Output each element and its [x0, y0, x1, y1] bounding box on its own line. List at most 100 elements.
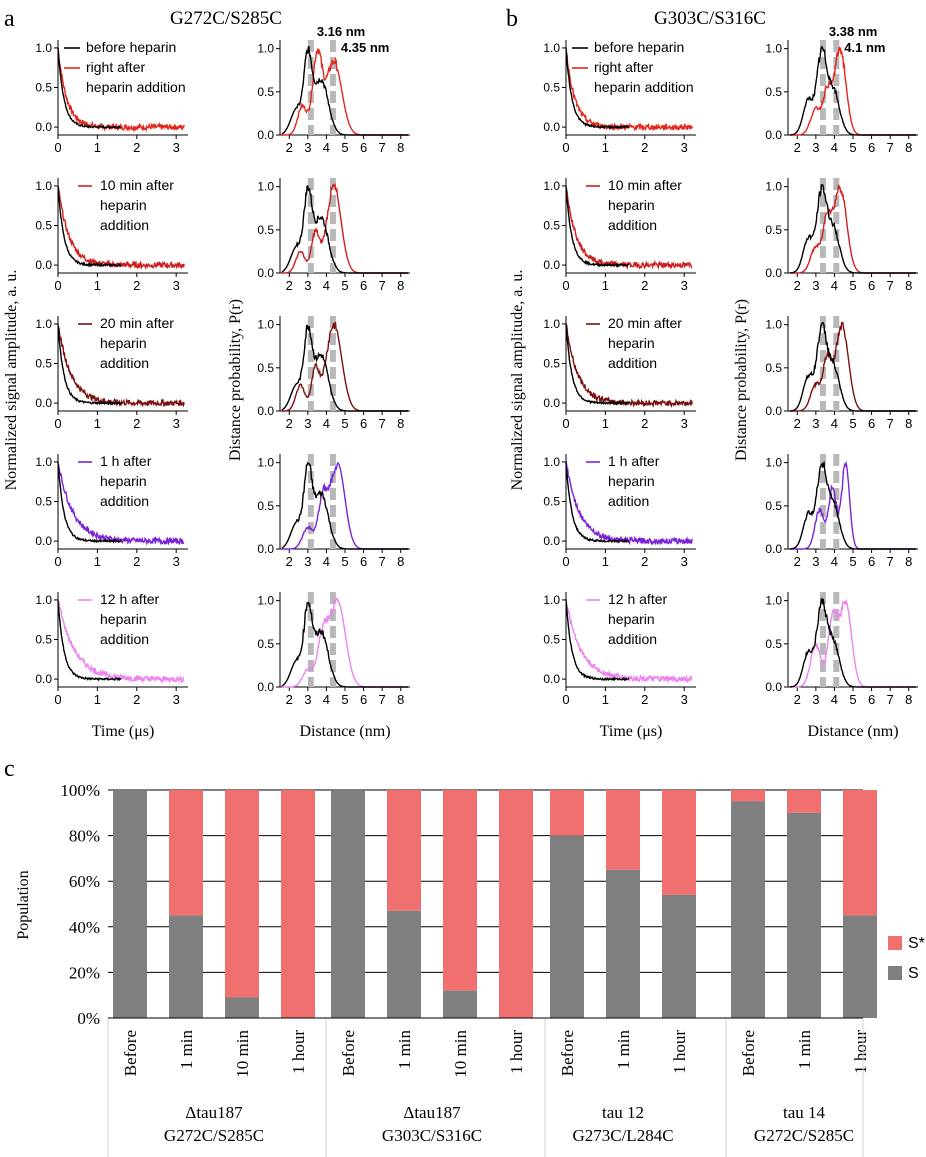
a-row5-before-trace [57, 600, 122, 682]
b-row1-distance-x-tick-label: 6 [868, 140, 875, 155]
b-row4-distance-panel: 0.0 0.5 1.0 2 3 4 5 6 7 8 [765, 454, 918, 569]
b-row3-signal-x-tick-label: 0 [562, 416, 569, 431]
a-row5-signal-x-tick-label: 2 [133, 692, 140, 707]
a-row4-distance-y-tick-label: 0.0 [257, 542, 274, 556]
a-row2-distance-x-tick-label: 3 [304, 278, 311, 293]
a-row2-before-trace [57, 185, 122, 268]
a-row4-after-trace [57, 464, 185, 546]
b-row2-distance-x-tick-label: 6 [868, 278, 875, 293]
a-row3-distance-y-tick-label: 0.5 [257, 361, 274, 375]
b-row3-distance-x-tick-label: 5 [849, 416, 856, 431]
b-row2-legend-label: heparin [608, 197, 655, 213]
a-row1-signal-y-tick-label: 0.0 [35, 120, 52, 134]
b-row2-after-trace [565, 187, 693, 271]
bar-s [550, 835, 584, 1018]
panel-letter-a: a [4, 6, 15, 32]
a-row1-before-distribution [281, 46, 409, 136]
b-row4-distance-y-tick-label: 0.5 [765, 499, 782, 513]
a-row1-distance-x-tick-label: 4 [323, 140, 330, 155]
b-row4-distance-x-tick-label: 4 [831, 554, 838, 569]
category-label: 1 min [177, 1030, 196, 1070]
category-label: Before [558, 1030, 577, 1076]
a-row4-legend-label: heparin [100, 473, 147, 489]
b-row1-legend-label: heparin addition [594, 79, 694, 95]
a-row5-after-distribution [281, 597, 409, 688]
b-row1-legend-label: right after [594, 59, 653, 75]
bar-s [387, 910, 421, 1018]
b-row4-signal-y-tick-label: 0.0 [543, 534, 560, 548]
a-row4-distance-x-tick-label: 7 [379, 554, 386, 569]
a-row1-after-distribution [281, 48, 409, 136]
b-row1-distance-x-tick-label: 5 [849, 140, 856, 155]
b-row5-distance-y-tick-label: 0.5 [765, 637, 782, 651]
population-chart: 0% 20% 40% 60% 80% 100% Before 1 min 10 min 1 hou… [60, 781, 925, 1157]
b-row4-signal-panel: 0.0 0.5 1.0 0 1 2 3 1 h after heparin adition [543, 453, 696, 569]
a-row1-distance-y-tick-label: 1.0 [257, 42, 274, 56]
a-row5-distance-y-tick-label: 0.5 [257, 637, 274, 651]
category-label: Before [121, 1030, 140, 1076]
a-row1-legend-label: heparin addition [86, 79, 186, 95]
a-row1-signal-x-tick-label: 0 [54, 140, 61, 155]
a-row2-after-distribution [281, 182, 409, 274]
a-signal-axis-title: Normalized signal amplitude, a. u. [3, 270, 20, 491]
population-y-tick-label: 80% [69, 827, 100, 846]
a-row4-signal-panel: 0.0 0.5 1.0 0 1 2 3 1 h after heparin addition [35, 453, 188, 569]
b-row4-after-trace [565, 460, 693, 546]
b-row1-signal-y-tick-label: 0.5 [543, 81, 560, 95]
b-row5-signal-x-tick-label: 0 [562, 692, 569, 707]
a-row3-distance-x-tick-label: 4 [323, 416, 330, 431]
b-row1-distance-y-tick-label: 0.0 [765, 128, 782, 142]
a-row5-after-trace [57, 600, 185, 685]
a-row4-distance-x-tick-label: 4 [323, 554, 330, 569]
b-row3-distance-x-tick-label: 3 [812, 416, 819, 431]
a-row1-distance-panel: 0.0 0.5 1.0 2 3 4 5 6 7 8 [257, 40, 410, 155]
a-row3-signal-x-tick-label: 3 [173, 416, 180, 431]
a-row1-signal-panel: 0.0 0.5 1.0 0 1 2 3 before heparin right after he… [35, 39, 188, 155]
a-row4-signal-x-tick-label: 2 [133, 554, 140, 569]
b-row2-legend-label: 10 min after [608, 177, 682, 193]
b-row2-signal-x-tick-label: 3 [681, 278, 688, 293]
b-row4-after-distribution [789, 460, 917, 550]
b-row4-distance-x-tick-label: 8 [905, 554, 912, 569]
a-peak-label-2: 4.35 nm [341, 40, 389, 55]
population-y-tick-label: 60% [69, 872, 100, 891]
population-y-tick-label: 20% [69, 963, 100, 982]
b-row4-before-trace [565, 462, 630, 544]
group-label-name: Δtau187 [403, 1103, 461, 1122]
a-row2-before-distribution [281, 185, 409, 274]
b-row2-signal-y-tick-label: 1.0 [543, 179, 560, 193]
b-row5-signal-panel: 0.0 0.5 1.0 0 1 2 3 12 h after heparin addition [543, 591, 696, 707]
b-row1-signal-panel: 0.0 0.5 1.0 0 1 2 3 before heparin right after he… [543, 39, 696, 155]
b-peak-label-2: 4.1 nm [844, 40, 885, 55]
a-row2-distance-x-tick-label: 8 [397, 278, 404, 293]
b-row3-distance-y-tick-label: 1.0 [765, 318, 782, 332]
b-row4-signal-x-tick-label: 3 [681, 554, 688, 569]
b-row3-signal-x-tick-label: 2 [641, 416, 648, 431]
legend-label-s: S [908, 965, 919, 982]
a-row3-signal-panel: 0.0 0.5 1.0 0 1 2 3 20 min after heparin addition [35, 315, 188, 431]
a-row5-distance-x-tick-label: 7 [379, 692, 386, 707]
a-row2-distance-x-tick-label: 7 [379, 278, 386, 293]
bar-s [843, 915, 877, 1018]
b-row2-distance-y-tick-label: 1.0 [765, 180, 782, 194]
a-time-axis-title: Time (μs) [92, 723, 155, 740]
b-row5-legend-label: addition [608, 631, 657, 647]
b-row2-signal-y-tick-label: 0.5 [543, 219, 560, 233]
a-row3-legend-label: 20 min after [100, 315, 174, 331]
b-row1-signal-x-tick-label: 3 [681, 140, 688, 155]
a-row2-signal-x-tick-label: 1 [94, 278, 101, 293]
b-row1-signal-y-tick-label: 1.0 [543, 41, 560, 55]
b-row4-before-distribution [789, 460, 917, 550]
a-row2-distance-x-tick-label: 4 [323, 278, 330, 293]
a-probability-axis-title: Distance probability, P(r) [227, 299, 244, 461]
population-y-tick-label: 100% [60, 781, 100, 800]
a-row4-signal-y-tick-label: 0.5 [35, 495, 52, 509]
b-row5-signal-x-tick-label: 3 [681, 692, 688, 707]
b-row5-signal-y-tick-label: 0.0 [543, 672, 560, 686]
a-row3-after-distribution [281, 321, 409, 412]
a-row3-distance-y-tick-label: 1.0 [257, 318, 274, 332]
group-label-construct: G303C/S316C [382, 1126, 482, 1145]
bar-s [606, 869, 640, 1018]
bar-s [662, 894, 696, 1018]
